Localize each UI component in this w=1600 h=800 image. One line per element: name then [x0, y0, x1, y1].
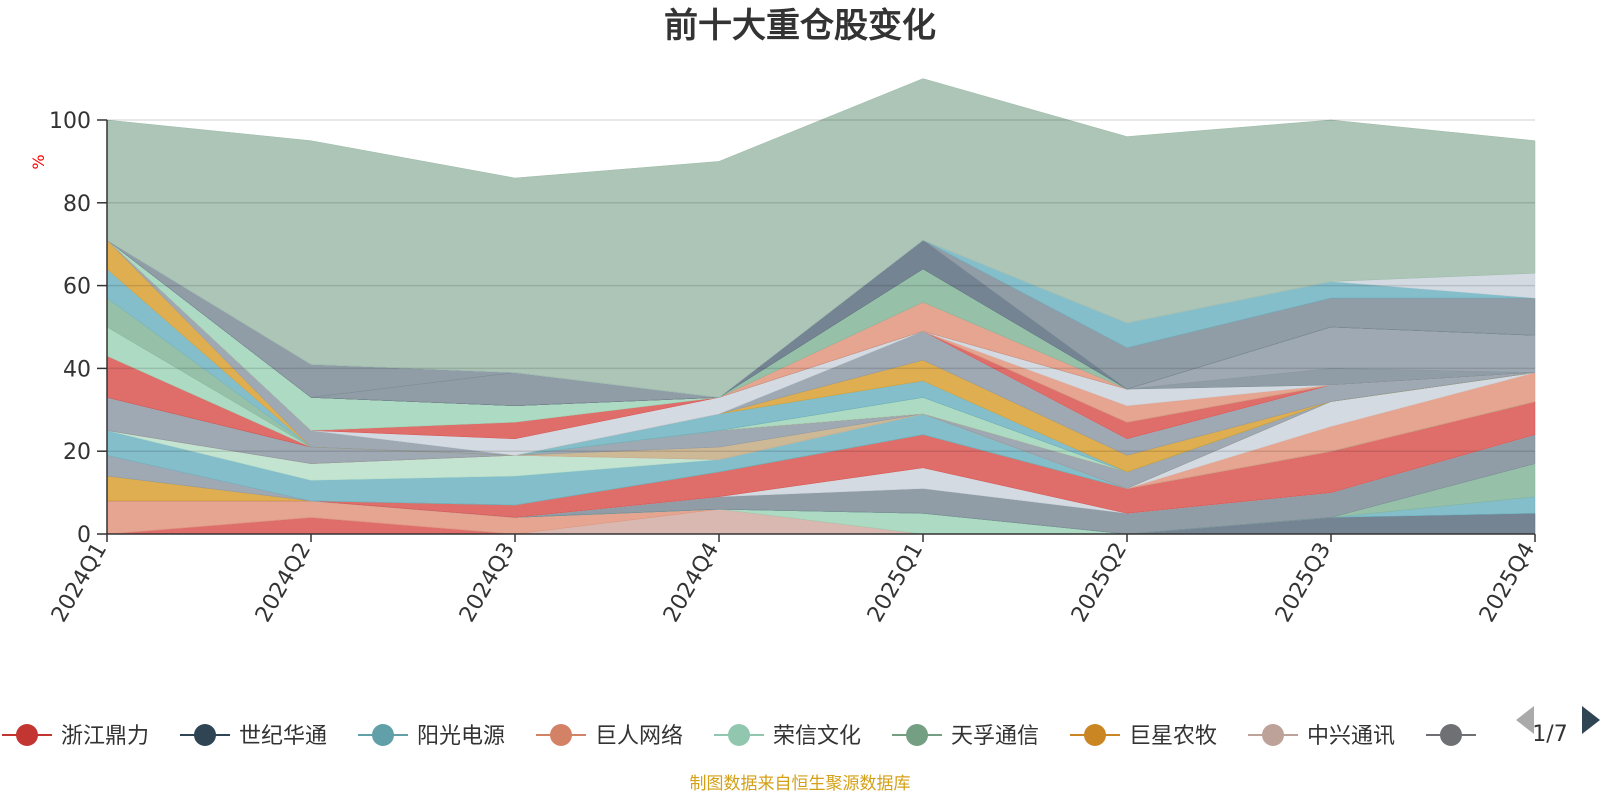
- legend-item[interactable]: 荣信文化: [714, 724, 861, 749]
- legend-item[interactable]: 浙江鼎力: [2, 724, 149, 749]
- legend-label: 世纪华通: [239, 724, 327, 749]
- x-tick-label: 2024Q4: [659, 539, 724, 627]
- area-series-39: [106, 78, 1536, 398]
- chart-title: 前十大重仓股变化: [664, 6, 936, 46]
- x-tick-label: 2025Q1: [863, 539, 928, 627]
- legend-item[interactable]: 天孚通信: [892, 724, 1039, 749]
- legend-label: 浙江鼎力: [61, 724, 149, 749]
- legend-marker-icon: [16, 724, 38, 746]
- legend-item[interactable]: 汇: [1426, 724, 1507, 749]
- x-tick-label: 2024Q2: [251, 539, 316, 627]
- y-tick-label: 60: [63, 275, 91, 300]
- legend-label: 阳光电源: [417, 724, 505, 749]
- legend-item[interactable]: 巨人网络: [536, 724, 683, 749]
- legend-marker-icon: [1262, 724, 1284, 746]
- legend-marker-icon: [550, 724, 572, 746]
- legend-label: 中兴通讯: [1307, 724, 1395, 749]
- y-tick-label: 20: [63, 440, 91, 465]
- legend-marker-icon: [1084, 724, 1106, 746]
- legend-item[interactable]: 中兴通讯: [1248, 724, 1395, 749]
- stacked-areas: [106, 78, 1536, 535]
- data-source-note: 制图数据来自恒生聚源数据库: [690, 774, 911, 794]
- legend-item[interactable]: 世纪华通: [180, 724, 327, 749]
- legend-page-indicator: 1/7: [1532, 722, 1567, 747]
- legend-item[interactable]: 巨星农牧: [1070, 724, 1217, 749]
- legend-prev-page-icon[interactable]: [1516, 706, 1534, 734]
- legend-marker-icon: [1440, 724, 1462, 746]
- legend-marker-icon: [906, 724, 928, 746]
- grid-lines: [107, 119, 1535, 452]
- legend-items: 浙江鼎力 世纪华通 阳光电源 巨人网络 荣信文化 天孚通信 巨星农牧 中兴通讯 汇: [2, 724, 1507, 749]
- x-tick-label: 2025Q2: [1067, 539, 1132, 627]
- x-tick-label: 2024Q3: [455, 539, 520, 627]
- legend-label: 天孚通信: [951, 724, 1039, 749]
- legend-label: 巨星农牧: [1129, 724, 1217, 749]
- y-tick-label: 0: [77, 523, 91, 548]
- x-tick-label: 2025Q4: [1475, 539, 1540, 627]
- y-axis-unit: %: [29, 154, 48, 169]
- legend-next-page-icon[interactable]: [1582, 706, 1600, 734]
- legend-label: 汇: [1485, 724, 1507, 749]
- y-tick-label: 100: [49, 109, 91, 134]
- x-tick-label: 2024Q1: [47, 539, 112, 627]
- legend-marker-icon: [372, 724, 394, 746]
- legend-pager: 1/7: [1516, 706, 1600, 747]
- x-tick-label: 2025Q3: [1271, 539, 1336, 627]
- y-tick-label: 40: [63, 357, 91, 382]
- legend-marker-icon: [194, 724, 216, 746]
- legend-label: 巨人网络: [595, 724, 683, 749]
- legend: 浙江鼎力 世纪华通 阳光电源 巨人网络 荣信文化 天孚通信 巨星农牧 中兴通讯 汇: [2, 724, 1507, 749]
- y-tick-label: 80: [63, 192, 91, 217]
- legend-item[interactable]: 阳光电源: [358, 724, 505, 749]
- legend-label: 荣信文化: [773, 724, 861, 749]
- legend-marker-icon: [728, 724, 750, 746]
